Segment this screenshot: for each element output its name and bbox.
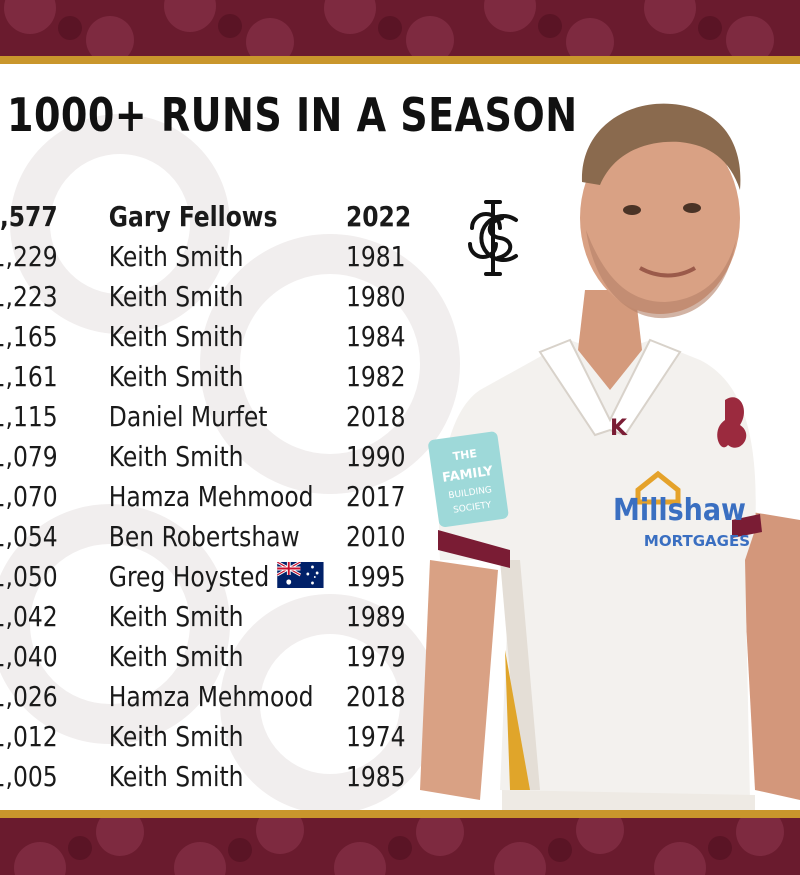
season-year: 2018 <box>345 680 406 713</box>
player-name: Keith Smith <box>109 760 244 793</box>
runs-value: 1,026 <box>0 680 58 713</box>
record-row: 1,005 Keith Smith 1985 <box>0 756 409 796</box>
runs-value: 1,223 <box>0 280 58 313</box>
runs-value: 1,042 <box>0 600 58 633</box>
record-row: 1,229 Keith Smith 1981 <box>0 236 409 276</box>
player-name: Keith Smith <box>109 360 244 393</box>
record-row: 1,040 Keith Smith 1979 <box>0 636 409 676</box>
season-year: 2018 <box>345 400 406 433</box>
record-row: 1,050 Greg Hoysted 1995 <box>0 556 409 596</box>
season-year: 2017 <box>345 480 406 513</box>
runs-value: 1,079 <box>0 440 58 473</box>
player-name-text: Gary Fellows <box>108 200 278 233</box>
runs-value: 1,012 <box>0 720 58 753</box>
season-year: 1980 <box>345 280 406 313</box>
runs-value: 1,050 <box>0 560 58 593</box>
player-name-text: Keith Smith <box>108 760 244 793</box>
runs-value: 1,040 <box>0 640 58 673</box>
player-name: Greg Hoysted <box>108 560 324 595</box>
season-year: 1989 <box>345 600 406 633</box>
player-name-text: Keith Smith <box>108 440 244 473</box>
svg-text:Millshaw: Millshaw <box>613 493 746 528</box>
record-row: 1,115 Daniel Murfet 2018 <box>0 396 409 436</box>
player-name-text: Keith Smith <box>108 600 244 633</box>
record-row: 1,079 Keith Smith 1990 <box>0 436 409 476</box>
gold-stripe-top <box>0 56 800 64</box>
page-title: 1000+ RUNS IN A SEASON <box>7 88 578 142</box>
bottom-banner <box>0 818 800 875</box>
season-year: 1990 <box>345 440 406 473</box>
svg-text:FAMILY: FAMILY <box>441 464 494 486</box>
records-table: 1,577 Gary Fellows 2022 1,229 Keith Smith 198… <box>0 196 440 796</box>
player-name: Keith Smith <box>109 600 244 633</box>
svg-text:MORTGAGES: MORTGAGES <box>644 532 750 550</box>
svg-text:K: K <box>610 416 628 441</box>
player-name-text: Keith Smith <box>108 320 244 353</box>
svg-text:THE: THE <box>452 447 478 463</box>
record-row: 1,042 Keith Smith 1989 <box>0 596 409 636</box>
runs-value: 1,161 <box>0 360 58 393</box>
record-row: 1,223 Keith Smith 1980 <box>0 276 409 316</box>
top-banner <box>0 0 800 56</box>
pattern-decoration <box>4 0 774 56</box>
season-year: 1984 <box>345 320 406 353</box>
player-name-text: Keith Smith <box>108 280 244 313</box>
gold-stripe-bottom <box>0 810 800 818</box>
record-row: 1,070 Hamza Mehmood 2017 <box>0 476 409 516</box>
australia-flag-icon <box>276 560 324 595</box>
player-name-text: Keith Smith <box>108 640 244 673</box>
record-row: 1,054 Ben Robertshaw 2010 <box>0 516 409 556</box>
record-row: 1,577 Gary Fellows 2022 <box>0 196 412 236</box>
player-name-text: Keith Smith <box>108 360 244 393</box>
season-year: 1981 <box>345 240 406 273</box>
season-year: 1982 <box>345 360 406 393</box>
runs-value: 1,165 <box>0 320 58 353</box>
record-row: 1,165 Keith Smith 1984 <box>0 316 409 356</box>
record-row: 1,026 Hamza Mehmood 2018 <box>0 676 409 716</box>
player-name-text: Ben Robertshaw <box>108 520 300 553</box>
record-row: 1,012 Keith Smith 1974 <box>0 716 409 756</box>
player-name: Keith Smith <box>109 320 244 353</box>
player-name-text: Keith Smith <box>108 720 244 753</box>
player-name-text: Greg Hoysted <box>108 560 270 593</box>
club-crest-monogram-icon <box>456 198 530 282</box>
player-name-text: Daniel Murfet <box>108 400 268 433</box>
player-name-text: Hamza Mehmood <box>108 680 314 713</box>
player-photo: THE FAMILY BUILDING SOCIETY Millshaw MOR… <box>410 90 800 810</box>
season-year: 1985 <box>345 760 406 793</box>
player-name: Keith Smith <box>109 240 244 273</box>
season-year: 1974 <box>345 720 406 753</box>
background-watermark <box>0 64 800 810</box>
runs-value: 1,070 <box>0 480 58 513</box>
player-name-text: Hamza Mehmood <box>108 480 314 513</box>
season-year: 1979 <box>345 640 406 673</box>
player-name: Ben Robertshaw <box>109 520 300 553</box>
season-year: 2010 <box>345 520 406 553</box>
season-year: 1995 <box>345 560 406 593</box>
pattern-decoration <box>14 818 784 875</box>
player-name: Keith Smith <box>109 440 244 473</box>
player-name: Hamza Mehmood <box>109 680 314 713</box>
player-name: Gary Fellows <box>109 200 278 233</box>
player-name: Keith Smith <box>109 280 244 313</box>
runs-value: 1,577 <box>0 200 58 233</box>
record-row: 1,161 Keith Smith 1982 <box>0 356 409 396</box>
player-name: Keith Smith <box>109 640 244 673</box>
player-name: Keith Smith <box>109 720 244 753</box>
player-name: Daniel Murfet <box>109 400 268 433</box>
runs-value: 1,054 <box>0 520 58 553</box>
runs-value: 1,115 <box>0 400 58 433</box>
runs-value: 1,005 <box>0 760 58 793</box>
player-name: Hamza Mehmood <box>109 480 314 513</box>
runs-value: 1,229 <box>0 240 58 273</box>
season-year: 2022 <box>345 200 412 233</box>
player-name-text: Keith Smith <box>108 240 244 273</box>
